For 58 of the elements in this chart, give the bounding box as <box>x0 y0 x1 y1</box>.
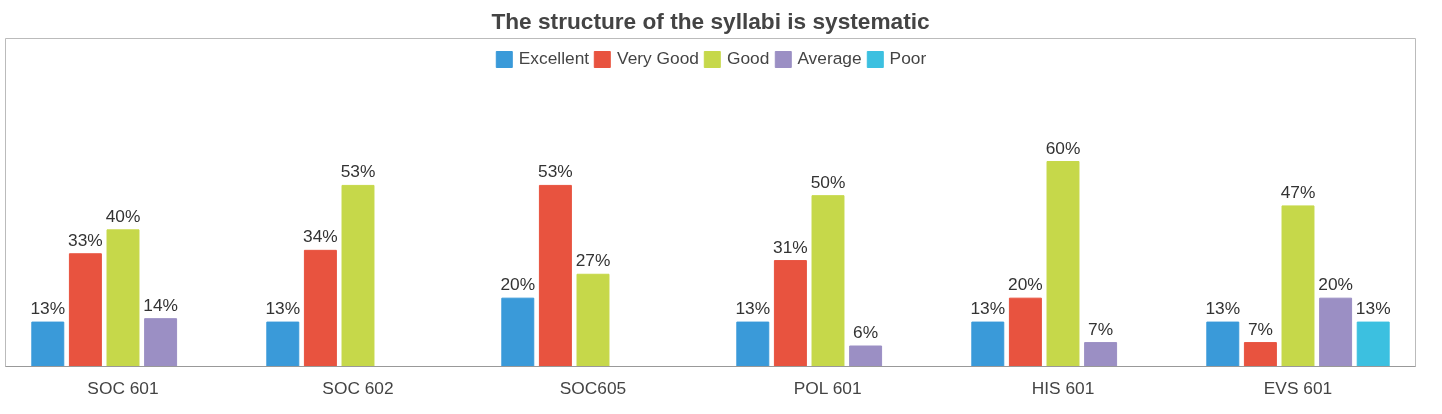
bar <box>1206 321 1240 367</box>
bar <box>576 273 610 367</box>
chart-title: The structure of the syllabi is systematic <box>491 7 930 34</box>
bar <box>1356 321 1390 367</box>
data-label: 53% <box>538 161 573 182</box>
legend-label: Good <box>726 48 770 69</box>
bar <box>1243 342 1277 367</box>
bar <box>501 297 535 367</box>
data-label: 31% <box>773 236 808 257</box>
data-label: 13% <box>735 298 771 319</box>
bar <box>68 253 102 367</box>
bar <box>811 195 845 367</box>
legend-label: Very Good <box>617 48 699 69</box>
bar <box>1319 297 1353 367</box>
bar <box>1281 205 1315 367</box>
data-label: 7% <box>1247 318 1273 339</box>
bar <box>1084 342 1118 367</box>
bar <box>303 249 337 367</box>
x-tick-label: HIS 601 <box>1031 377 1095 398</box>
data-label: 27% <box>575 250 611 271</box>
x-tick-label: SOC605 <box>559 377 627 398</box>
bar <box>1046 161 1080 367</box>
legend-label: Poor <box>889 48 927 69</box>
data-label: 13% <box>265 298 301 319</box>
data-label: 13% <box>30 298 66 319</box>
bar <box>736 321 770 367</box>
data-label: 13% <box>1355 298 1391 319</box>
data-label: 20% <box>500 274 536 295</box>
bar <box>266 321 300 367</box>
data-label: 20% <box>1008 274 1043 295</box>
legend-label: Excellent <box>518 48 590 69</box>
x-tick-label: SOC 601 <box>87 377 159 398</box>
data-label: 34% <box>303 226 338 247</box>
data-label: 13% <box>1205 298 1241 319</box>
x-tick-label: SOC 602 <box>322 377 394 398</box>
bar <box>971 321 1005 367</box>
bar <box>144 318 178 367</box>
data-label: 53% <box>340 161 376 182</box>
data-label: 13% <box>970 298 1006 319</box>
bar <box>1008 297 1042 367</box>
x-tick-label: EVS 601 <box>1263 377 1333 398</box>
data-label: 50% <box>810 171 846 192</box>
data-label: 40% <box>105 205 141 226</box>
legend-label: Average <box>797 48 862 69</box>
bar <box>849 345 883 367</box>
data-label: 33% <box>68 229 103 250</box>
bar <box>31 321 65 367</box>
data-label: 20% <box>1318 274 1353 295</box>
data-label: 7% <box>1088 318 1114 339</box>
bar <box>538 184 572 367</box>
bar <box>341 184 375 367</box>
bar <box>106 229 140 367</box>
data-label: 14% <box>143 294 178 315</box>
x-tick-label: POL 601 <box>793 377 862 398</box>
data-label: 60% <box>1045 137 1081 158</box>
data-label: 47% <box>1280 181 1316 202</box>
bar <box>773 260 807 367</box>
data-label: 6% <box>853 322 879 342</box>
